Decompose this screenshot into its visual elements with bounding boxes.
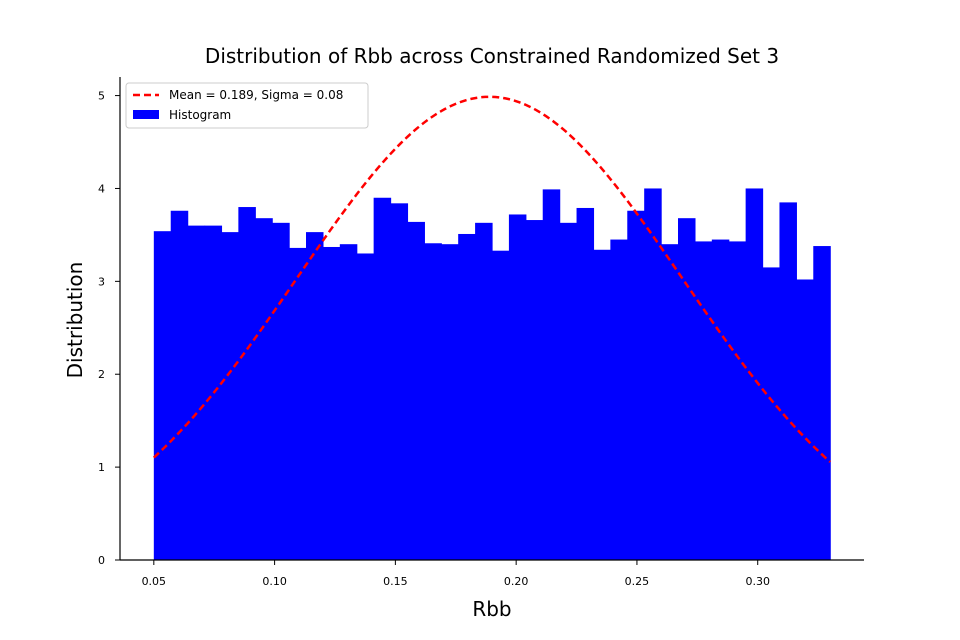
histogram-bar (322, 246, 341, 560)
legend-fit-label: Mean = 0.189, Sigma = 0.08 (169, 88, 343, 102)
histogram-bar (661, 244, 679, 560)
histogram-bar (390, 203, 409, 561)
histogram-bar (492, 250, 510, 561)
histogram-bar (779, 202, 797, 560)
histogram-bar (187, 225, 206, 560)
histogram-bar (255, 218, 273, 560)
y-tick-label: 1 (98, 461, 105, 474)
histogram-bar (627, 210, 645, 560)
histogram-bar (576, 207, 595, 561)
chart-title: Distribution of Rbb across Constrained R… (205, 44, 779, 68)
legend-box (125, 82, 369, 129)
x-tick-label: 0.30 (745, 575, 770, 588)
y-axis-ticks: 0 1 2 3 4 5 (98, 90, 120, 567)
histogram-bar (373, 197, 392, 560)
x-tick-label: 0.20 (504, 575, 529, 588)
y-tick-label: 0 (98, 554, 105, 567)
histogram-bar (407, 221, 425, 560)
legend: Mean = 0.189, Sigma = 0.08 Histogram (125, 82, 369, 129)
y-axis-label: Distribution (63, 262, 87, 379)
histogram-bar (694, 241, 713, 560)
histogram-bar (762, 267, 781, 560)
fit-curve-line (152, 95, 832, 463)
y-tick-label: 3 (98, 275, 105, 288)
histogram-bar (441, 244, 459, 560)
histogram-bar (289, 247, 307, 560)
histogram-bar (356, 253, 375, 560)
histogram-bar (593, 249, 611, 560)
histogram-bars (153, 188, 831, 561)
legend-histogram-label: Histogram (169, 108, 231, 122)
x-axis-label: Rbb (472, 597, 511, 621)
legend-histogram-swatch (133, 110, 159, 119)
histogram-bar (221, 232, 239, 560)
histogram-bar (813, 246, 831, 561)
x-tick-label: 0.10 (262, 575, 287, 588)
histogram-bar (153, 231, 172, 560)
y-tick-label: 5 (98, 90, 105, 103)
histogram-bar (508, 214, 527, 560)
x-tick-label: 0.15 (383, 575, 408, 588)
y-tick-label: 2 (98, 368, 105, 381)
histogram-bar (644, 188, 662, 560)
x-tick-label: 0.05 (142, 575, 167, 588)
histogram-bar (542, 189, 561, 560)
x-tick-label: 0.25 (625, 575, 650, 588)
histogram-bar (525, 220, 544, 561)
y-tick-label: 4 (98, 182, 105, 195)
histogram-bar (728, 241, 747, 560)
histogram-bar (272, 222, 290, 560)
histogram-bar (475, 222, 493, 560)
histogram-bar (559, 222, 578, 560)
histogram-bar (458, 233, 476, 560)
histogram-bar (711, 239, 730, 560)
histogram-bar (424, 243, 442, 560)
histogram-bar (238, 207, 256, 561)
histogram-bar (745, 188, 764, 560)
histogram-bar (170, 210, 189, 560)
histogram-bar (610, 239, 628, 560)
histogram-bar (339, 244, 358, 560)
histogram-bar (796, 279, 814, 560)
histogram-bar (678, 218, 696, 560)
histogram-bar (306, 232, 324, 560)
x-axis-ticks: 0.05 0.10 0.15 0.20 0.25 0.30 (142, 560, 770, 588)
